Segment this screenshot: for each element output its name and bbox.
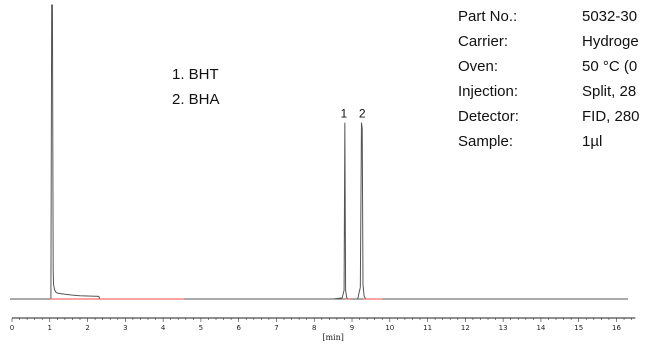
x-axis-title: [min] bbox=[322, 333, 344, 342]
info-row-sample: Sample: 1µl bbox=[458, 129, 640, 154]
x-tick-label: 9 bbox=[350, 324, 354, 332]
legend-item-2: 2. BHA bbox=[172, 91, 220, 108]
x-tick-label: 16 bbox=[612, 324, 621, 332]
info-key: Oven: bbox=[458, 58, 499, 75]
info-key: Sample: bbox=[458, 133, 514, 150]
x-tick-label: 12 bbox=[461, 324, 470, 332]
x-tick-label: 8 bbox=[312, 324, 316, 332]
x-tick-label: 14 bbox=[536, 324, 545, 332]
x-tick-label: 11 bbox=[423, 324, 432, 332]
info-value: 5032-30 bbox=[582, 8, 638, 25]
info-key: Injection: bbox=[458, 83, 519, 100]
method-info-panel: Part No.: 5032-30 Carrier: Hydroge Oven:… bbox=[458, 4, 640, 154]
info-row-oven: Oven: 50 °C (0 bbox=[458, 54, 640, 79]
x-tick-label: 5 bbox=[199, 324, 203, 332]
x-tick-label: 0 bbox=[10, 324, 14, 332]
x-tick-label: 10 bbox=[385, 324, 394, 332]
peak-label-1: 1 bbox=[340, 107, 347, 121]
compound-legend: 1. BHT 2. BHA bbox=[172, 62, 220, 112]
legend-item-1: 1. BHT bbox=[172, 66, 219, 83]
peak-label-2: 2 bbox=[359, 107, 366, 121]
info-row-injection: Injection: Split, 28 bbox=[458, 79, 640, 104]
x-tick-label: 13 bbox=[499, 324, 508, 332]
info-row-part-no: Part No.: 5032-30 bbox=[458, 4, 640, 29]
x-tick-label: 4 bbox=[161, 324, 166, 332]
x-tick-label: 2 bbox=[85, 324, 89, 332]
info-value: Split, 28 bbox=[582, 83, 637, 100]
x-tick-label: 6 bbox=[236, 324, 241, 332]
chromatogram-traces bbox=[10, 4, 628, 300]
info-key: Detector: bbox=[458, 108, 519, 125]
info-key: Carrier: bbox=[458, 33, 509, 50]
x-tick-label: 15 bbox=[574, 324, 583, 332]
info-row-carrier: Carrier: Hydroge bbox=[458, 29, 640, 54]
chromatogram-trace bbox=[49, 4, 628, 300]
info-value: FID, 280 bbox=[582, 108, 640, 125]
x-tick-label: 1 bbox=[48, 324, 52, 332]
x-tick-label: 7 bbox=[274, 324, 278, 332]
info-value: Hydroge bbox=[582, 33, 639, 50]
info-value: 50 °C (0 bbox=[582, 58, 638, 75]
info-row-detector: Detector: FID, 280 bbox=[458, 104, 640, 129]
info-value: 1µl bbox=[582, 133, 603, 150]
info-key: Part No.: bbox=[458, 8, 518, 25]
x-tick-label: 3 bbox=[123, 324, 127, 332]
x-axis: 0 1 2 3 4 5 6 7 8 9 10 11 12 13 14 15 16 bbox=[10, 317, 636, 332]
